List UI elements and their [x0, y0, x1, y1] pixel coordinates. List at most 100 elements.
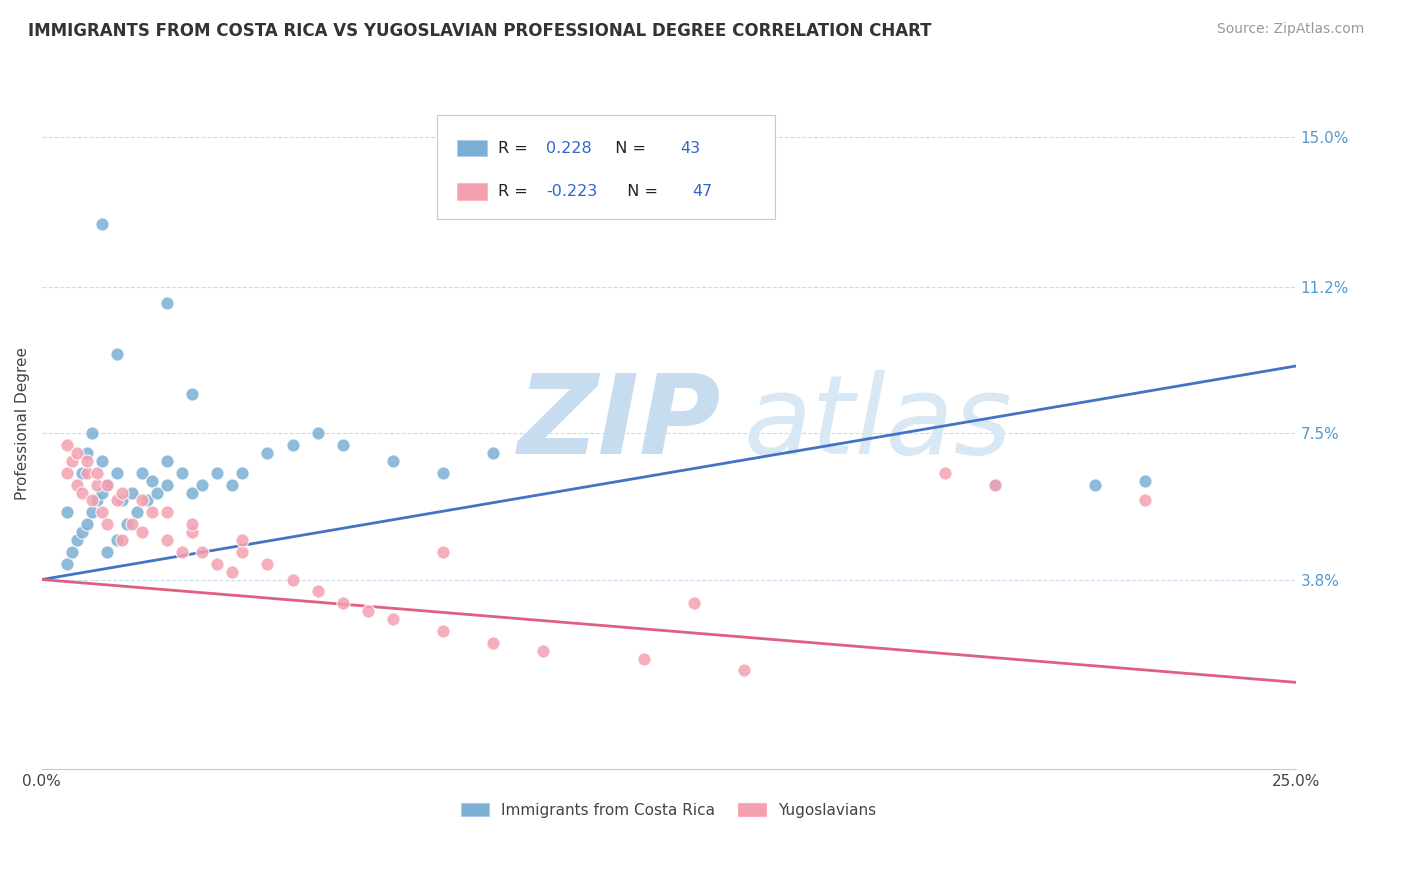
- Point: [482, 446, 505, 460]
- Point: [231, 545, 253, 559]
- Y-axis label: Professional Degree: Professional Degree: [15, 347, 30, 500]
- Point: [76, 446, 98, 460]
- Text: IMMIGRANTS FROM COSTA RICA VS YUGOSLAVIAN PROFESSIONAL DEGREE CORRELATION CHART: IMMIGRANTS FROM COSTA RICA VS YUGOSLAVIA…: [28, 22, 932, 40]
- Text: ZIP: ZIP: [519, 370, 721, 477]
- Point: [80, 426, 103, 441]
- Point: [70, 525, 93, 540]
- Point: [633, 651, 655, 665]
- FancyBboxPatch shape: [457, 183, 486, 200]
- Point: [983, 477, 1005, 491]
- Point: [121, 517, 143, 532]
- Point: [66, 477, 89, 491]
- Point: [86, 466, 108, 480]
- Point: [141, 474, 163, 488]
- Point: [56, 557, 79, 571]
- Point: [231, 533, 253, 547]
- Point: [131, 525, 153, 540]
- Point: [381, 612, 404, 626]
- Point: [191, 477, 214, 491]
- Point: [1133, 474, 1156, 488]
- Point: [172, 545, 194, 559]
- Point: [156, 505, 179, 519]
- Point: [256, 446, 278, 460]
- Point: [80, 493, 103, 508]
- Point: [96, 545, 118, 559]
- Point: [56, 466, 79, 480]
- Point: [156, 454, 179, 468]
- Point: [131, 466, 153, 480]
- Point: [105, 533, 128, 547]
- Point: [96, 477, 118, 491]
- Legend: Immigrants from Costa Rica, Yugoslavians: Immigrants from Costa Rica, Yugoslavians: [456, 797, 882, 824]
- Point: [156, 533, 179, 547]
- Point: [156, 477, 179, 491]
- Point: [281, 573, 304, 587]
- Point: [191, 545, 214, 559]
- Point: [682, 596, 704, 610]
- Text: 43: 43: [681, 141, 700, 155]
- Point: [332, 438, 354, 452]
- Point: [111, 485, 134, 500]
- Point: [256, 557, 278, 571]
- Text: R =: R =: [498, 184, 533, 199]
- Point: [76, 517, 98, 532]
- Point: [80, 505, 103, 519]
- FancyBboxPatch shape: [457, 140, 486, 156]
- Point: [105, 347, 128, 361]
- Text: -0.223: -0.223: [546, 184, 598, 199]
- Point: [91, 505, 114, 519]
- Point: [70, 466, 93, 480]
- Point: [76, 466, 98, 480]
- Text: atlas: atlas: [744, 370, 1012, 477]
- Point: [76, 454, 98, 468]
- Point: [307, 426, 329, 441]
- Point: [934, 466, 956, 480]
- Point: [105, 493, 128, 508]
- Point: [172, 466, 194, 480]
- Point: [86, 493, 108, 508]
- Point: [115, 517, 138, 532]
- Point: [181, 485, 204, 500]
- Point: [207, 466, 229, 480]
- Point: [146, 485, 169, 500]
- Point: [1133, 493, 1156, 508]
- Point: [733, 664, 755, 678]
- Point: [983, 477, 1005, 491]
- Point: [56, 438, 79, 452]
- Point: [86, 477, 108, 491]
- Point: [381, 454, 404, 468]
- Point: [136, 493, 159, 508]
- Point: [56, 505, 79, 519]
- Point: [221, 477, 243, 491]
- Point: [432, 466, 454, 480]
- FancyBboxPatch shape: [437, 115, 775, 219]
- Point: [221, 565, 243, 579]
- Text: 47: 47: [693, 184, 713, 199]
- Point: [357, 604, 380, 618]
- Point: [1084, 477, 1107, 491]
- Point: [111, 493, 134, 508]
- Point: [91, 485, 114, 500]
- Point: [60, 454, 83, 468]
- Point: [482, 636, 505, 650]
- Text: R =: R =: [498, 141, 533, 155]
- Text: N =: N =: [605, 141, 651, 155]
- Point: [156, 295, 179, 310]
- Text: Source: ZipAtlas.com: Source: ZipAtlas.com: [1216, 22, 1364, 37]
- Point: [531, 643, 554, 657]
- Point: [121, 485, 143, 500]
- Point: [96, 517, 118, 532]
- Point: [91, 454, 114, 468]
- Point: [332, 596, 354, 610]
- Point: [181, 386, 204, 401]
- Point: [66, 533, 89, 547]
- Point: [111, 533, 134, 547]
- Point: [66, 446, 89, 460]
- Point: [127, 505, 149, 519]
- Point: [91, 217, 114, 231]
- Text: 0.228: 0.228: [546, 141, 592, 155]
- Point: [70, 485, 93, 500]
- Point: [181, 525, 204, 540]
- Point: [60, 545, 83, 559]
- Point: [231, 466, 253, 480]
